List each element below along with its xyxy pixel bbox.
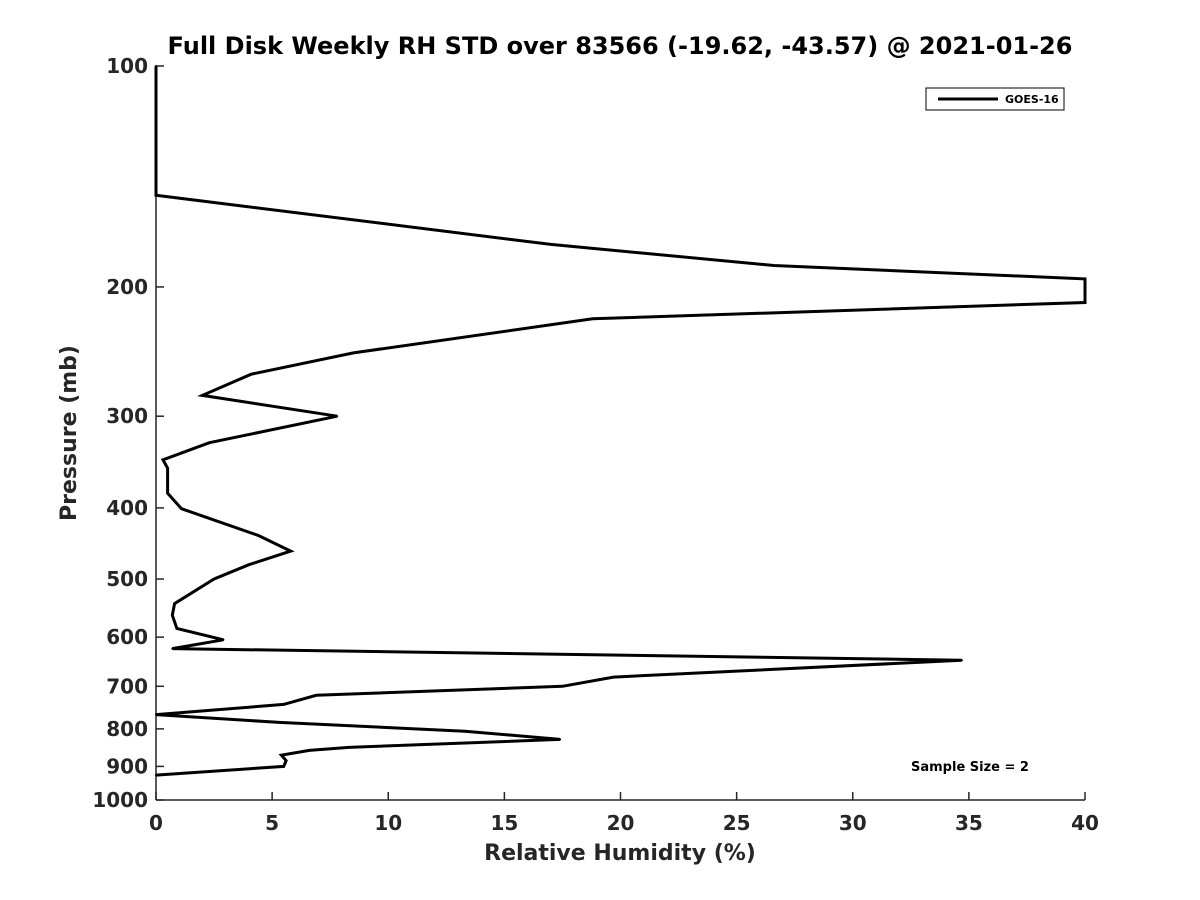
data-point bbox=[250, 373, 253, 376]
data-point bbox=[208, 441, 211, 444]
y-axis-label: Pressure (mb) bbox=[57, 345, 82, 521]
data-point bbox=[308, 749, 311, 752]
data-point bbox=[175, 627, 178, 630]
x-tick-label: 5 bbox=[265, 811, 279, 835]
x-tick-label: 35 bbox=[955, 811, 983, 835]
x-tick-label: 10 bbox=[374, 811, 402, 835]
data-point bbox=[289, 550, 292, 553]
data-point bbox=[213, 578, 216, 580]
y-tick-label: 400 bbox=[106, 496, 148, 520]
data-point bbox=[171, 647, 174, 650]
data-point bbox=[960, 659, 963, 662]
x-tick-label: 15 bbox=[490, 811, 518, 835]
x-axis-label: Relative Humidity (%) bbox=[484, 841, 756, 866]
data-point bbox=[559, 738, 562, 741]
data-point bbox=[772, 264, 775, 267]
x-tick-label: 25 bbox=[723, 811, 751, 835]
x-tick-label: 40 bbox=[1071, 811, 1099, 835]
y-tick-label: 500 bbox=[106, 567, 148, 591]
data-point bbox=[155, 774, 157, 777]
series-goes-16-points bbox=[155, 65, 1086, 777]
series-goes-16-line bbox=[154, 66, 1087, 777]
y-tick-label: 200 bbox=[106, 275, 148, 299]
data-point bbox=[257, 534, 260, 537]
data-point bbox=[247, 563, 250, 566]
data-point bbox=[222, 638, 225, 641]
data-point bbox=[155, 194, 157, 197]
y-tick-label: 100 bbox=[106, 54, 148, 78]
data-point bbox=[285, 759, 288, 762]
data-point bbox=[180, 507, 183, 510]
data-point bbox=[315, 694, 318, 697]
data-point bbox=[591, 317, 594, 320]
y-tick-label: 600 bbox=[106, 625, 148, 649]
data-point bbox=[155, 65, 157, 67]
data-point bbox=[1084, 277, 1086, 280]
legend-label-goes-16: GOES-16 bbox=[1005, 93, 1059, 106]
chart-title: Full Disk Weekly RH STD over 83566 (-19.… bbox=[168, 32, 1073, 60]
sample-size-annotation: Sample Size = 2 bbox=[911, 760, 1029, 775]
data-point bbox=[173, 602, 176, 605]
data-point bbox=[280, 754, 283, 757]
data-point bbox=[282, 703, 285, 706]
y-tick-label: 1000 bbox=[92, 788, 148, 812]
data-point bbox=[1084, 301, 1086, 304]
data-point bbox=[282, 765, 285, 768]
data-point bbox=[171, 614, 174, 617]
data-point bbox=[162, 458, 164, 461]
data-point bbox=[347, 746, 350, 749]
data-point bbox=[278, 721, 281, 724]
data-point bbox=[166, 467, 169, 470]
data-point bbox=[549, 243, 552, 246]
data-point bbox=[201, 394, 204, 397]
data-point bbox=[336, 415, 339, 418]
axes: 0 5 10 15 20 25 30 35 40 100 200 300 400 500 600 700 800… bbox=[92, 54, 1099, 835]
y-tick-label: 700 bbox=[106, 674, 148, 698]
data-point bbox=[612, 676, 615, 679]
y-tick-label: 900 bbox=[106, 754, 148, 778]
data-point bbox=[155, 713, 157, 716]
x-tick-label: 20 bbox=[607, 811, 635, 835]
x-tick-label: 30 bbox=[839, 811, 867, 835]
data-point bbox=[352, 351, 355, 354]
y-tick-label: 300 bbox=[106, 404, 148, 428]
data-point bbox=[166, 492, 169, 495]
legend: GOES-16 bbox=[925, 87, 1065, 111]
x-tick-label: 0 bbox=[149, 811, 163, 835]
data-point bbox=[463, 730, 466, 733]
data-point bbox=[561, 685, 564, 688]
y-tick-label: 800 bbox=[106, 717, 148, 741]
